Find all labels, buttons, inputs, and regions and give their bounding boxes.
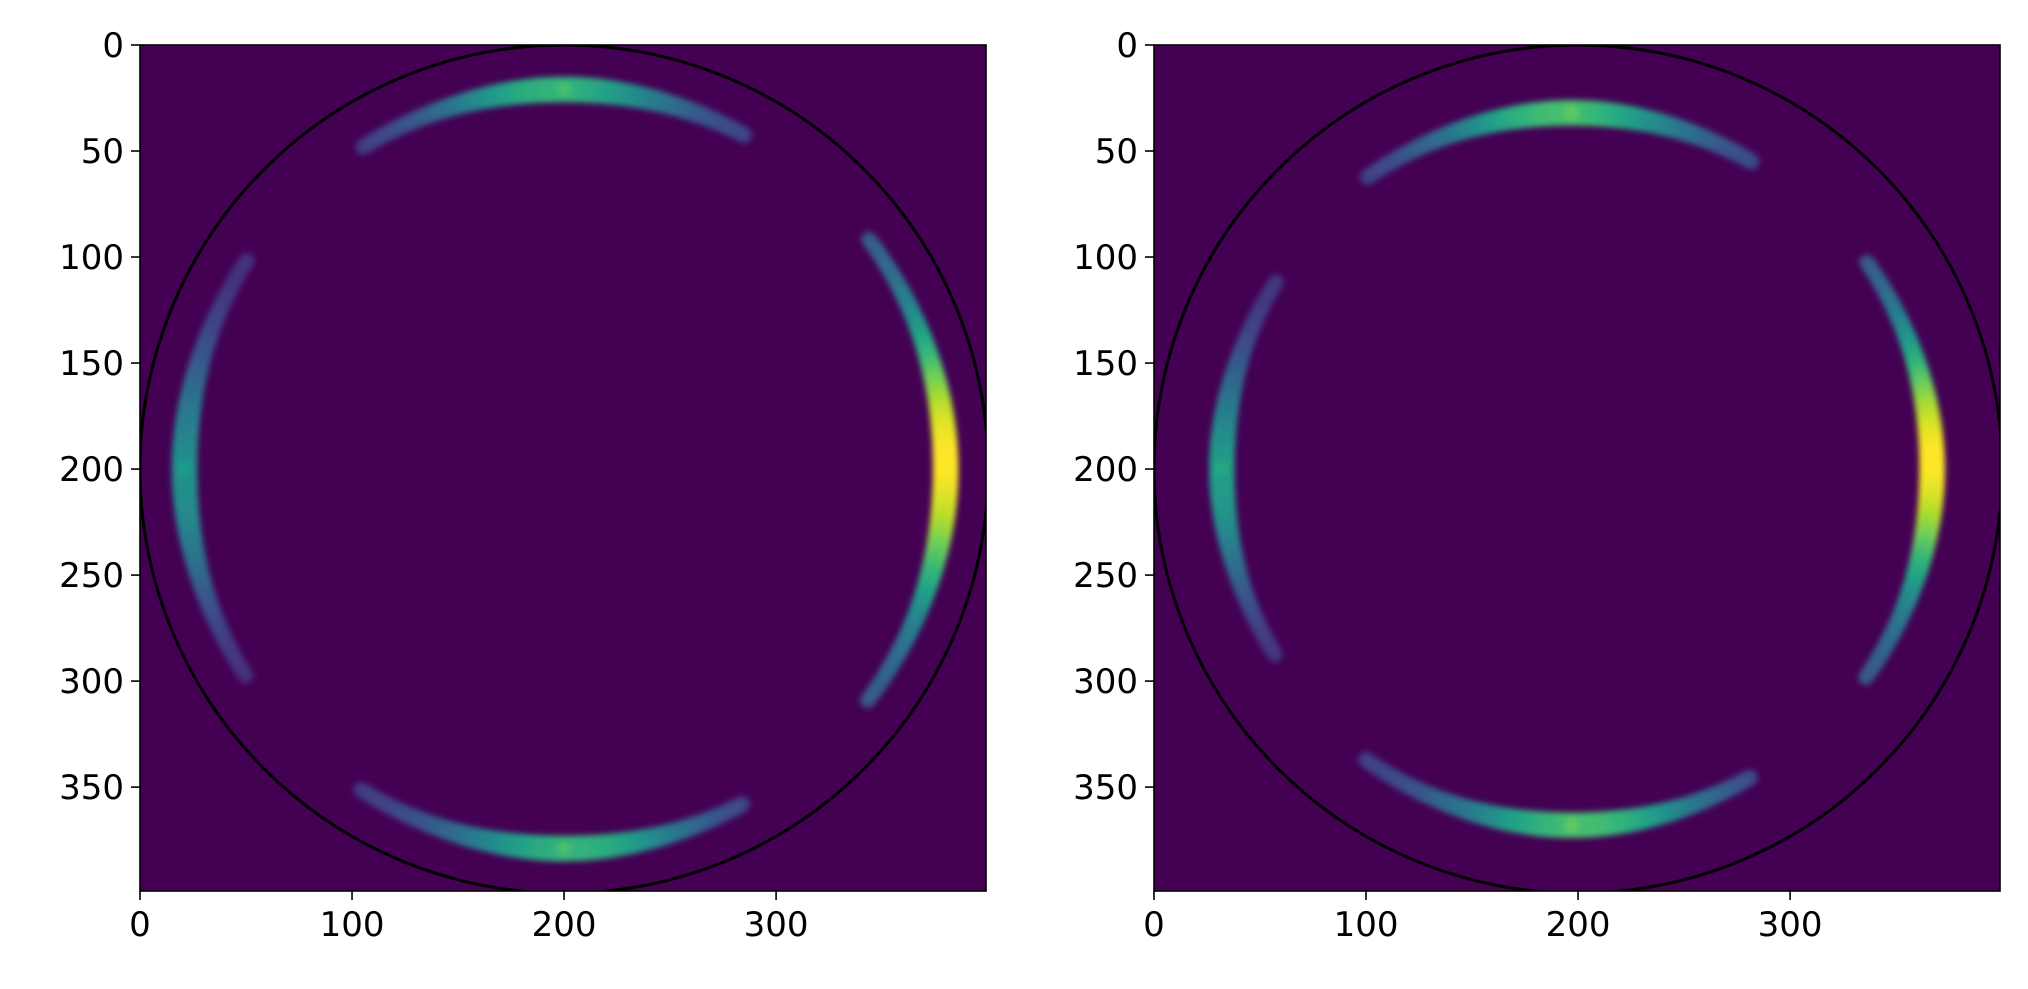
- y-tick-label: 50: [81, 132, 124, 172]
- axes-frame: [1153, 44, 2001, 892]
- y-tick-label: 100: [59, 238, 124, 278]
- y-tick-label: 150: [1073, 344, 1138, 384]
- arc-peak: [1564, 105, 1580, 121]
- arc-peak: [1564, 817, 1580, 833]
- intensity-arc-2: [171, 252, 255, 684]
- y-tick-label: 300: [1073, 662, 1138, 702]
- intensity-arc-1: [1359, 100, 1760, 185]
- arc-peak: [938, 461, 954, 477]
- arc-segment: [234, 252, 255, 276]
- intensity-arc-0: [353, 782, 751, 862]
- arc-peak: [556, 841, 572, 857]
- x-tick-label: 300: [744, 905, 809, 945]
- arc-peak: [177, 461, 192, 477]
- y-tick-label: 350: [1073, 768, 1138, 808]
- arc-segment: [859, 685, 881, 709]
- y-tick-label: 0: [1116, 26, 1138, 66]
- intensity-arc-3: [859, 231, 959, 709]
- x-tick-label: 200: [1546, 905, 1611, 945]
- y-tick-label: 0: [102, 26, 124, 66]
- arc-peak: [1214, 461, 1230, 477]
- y-tick-label: 250: [1073, 556, 1138, 596]
- arc-segment: [1358, 752, 1381, 773]
- y-tick-label: 300: [59, 662, 124, 702]
- x-tick-label: 100: [320, 905, 385, 945]
- arc-peak: [1924, 461, 1940, 477]
- right-heatmap-panel: 0 100 200 300 0 50 100 150 200 250 300 350: [1073, 26, 2001, 945]
- intensity-arc-0: [1358, 752, 1758, 838]
- heatmap-background: [140, 45, 986, 891]
- arc-segment: [1736, 149, 1760, 170]
- y-tick-label: 200: [1073, 450, 1138, 490]
- y-tick-label: 50: [1095, 132, 1138, 172]
- y-tick-label: 250: [59, 556, 124, 596]
- y-tick-label: 200: [59, 450, 124, 490]
- y-tick-label: 150: [59, 344, 124, 384]
- arc-segment: [1264, 274, 1284, 297]
- x-tick-label: 0: [129, 905, 151, 945]
- axes-frame: [139, 44, 987, 892]
- arc-segment: [353, 782, 377, 803]
- arc-segment: [1858, 662, 1879, 686]
- x-tick-label: 300: [1758, 905, 1823, 945]
- left-heatmap-panel: 0 100 200 300 0 50 100 150 200 250 300 350: [59, 26, 987, 945]
- arc-segment: [728, 122, 752, 143]
- arc-peak: [556, 82, 572, 97]
- x-tick-label: 200: [532, 905, 597, 945]
- x-tick-label: 100: [1334, 905, 1399, 945]
- heatmap-background: [1154, 45, 2000, 891]
- y-tick-label: 100: [1073, 238, 1138, 278]
- intensity-arc-2: [1209, 274, 1284, 663]
- intensity-arc-1: [355, 76, 752, 155]
- intensity-arc-3: [1858, 254, 1945, 686]
- x-tick-label: 0: [1143, 905, 1165, 945]
- y-tick-label: 350: [59, 768, 124, 808]
